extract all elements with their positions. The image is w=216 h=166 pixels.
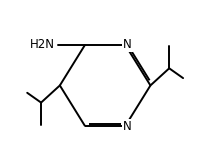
Text: N: N xyxy=(123,38,132,51)
Text: N: N xyxy=(123,120,132,133)
Text: H2N: H2N xyxy=(30,38,55,51)
